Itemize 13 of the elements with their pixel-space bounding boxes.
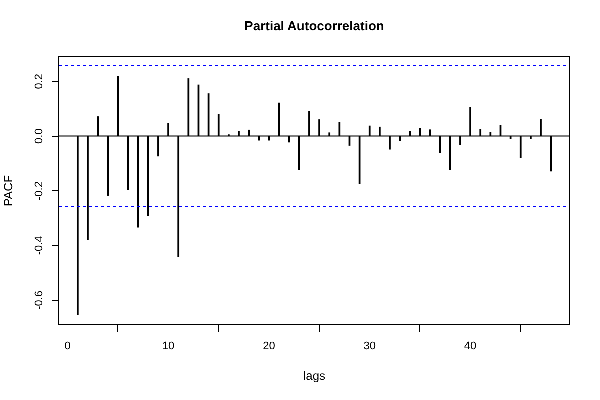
x-tick-label: 20 xyxy=(263,340,276,353)
y-tick-label: -0.2 xyxy=(34,182,46,200)
y-axis-title: PACF xyxy=(2,175,16,207)
chart-title: Partial Autocorrelation xyxy=(244,18,384,34)
x-tick-label: 0 xyxy=(64,340,71,353)
y-tick-label: -0.4 xyxy=(34,236,46,256)
y-tick-label: -0.6 xyxy=(34,290,46,310)
y-tick-label: 0.2 xyxy=(34,74,46,90)
x-tick-label: 40 xyxy=(464,340,477,353)
y-tick-label: 0.0 xyxy=(34,128,46,144)
x-axis-title: lags xyxy=(303,369,326,384)
x-tick-label: 10 xyxy=(162,340,175,353)
x-tick-label: 30 xyxy=(364,340,376,353)
